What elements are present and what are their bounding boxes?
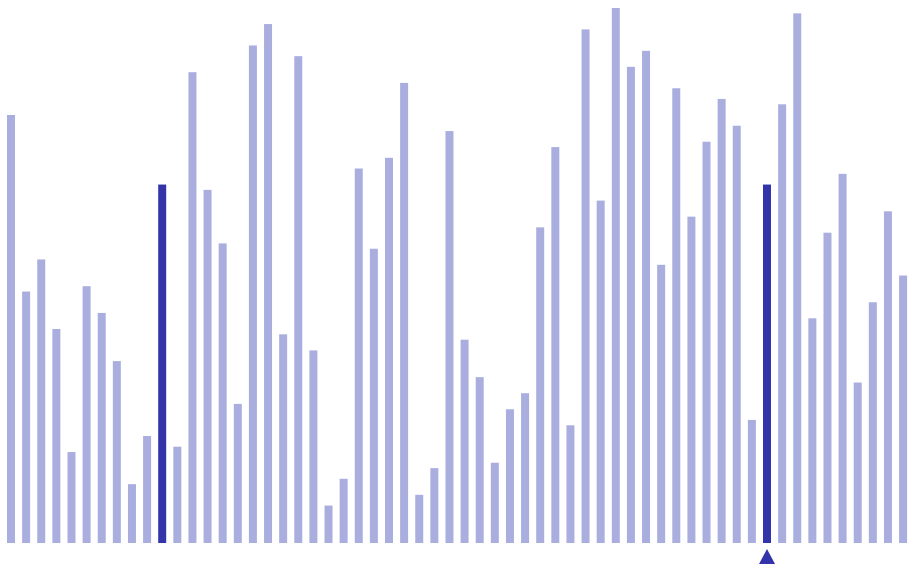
bar xyxy=(294,56,303,544)
bar xyxy=(521,393,530,543)
bar xyxy=(143,436,152,543)
bar xyxy=(218,243,227,543)
bar xyxy=(264,24,273,544)
bar xyxy=(657,264,666,543)
bar xyxy=(793,13,802,544)
bar xyxy=(127,484,136,543)
bar xyxy=(883,211,892,544)
bar xyxy=(475,377,484,543)
bar xyxy=(717,98,726,543)
bar xyxy=(37,259,46,543)
bar xyxy=(732,125,741,543)
bar xyxy=(339,478,348,543)
bar xyxy=(838,173,847,543)
bar xyxy=(52,329,61,543)
bar xyxy=(868,302,877,543)
bar xyxy=(687,216,696,543)
bar xyxy=(551,147,560,543)
bar xyxy=(173,446,182,543)
bar xyxy=(248,45,257,543)
bar xyxy=(808,318,817,543)
pointer-triangle-icon xyxy=(759,549,775,564)
bar xyxy=(97,312,106,543)
bar xyxy=(899,275,908,543)
bar xyxy=(369,248,378,543)
bar xyxy=(112,361,121,543)
bar xyxy=(354,168,363,543)
bar xyxy=(460,339,469,543)
bar xyxy=(566,425,575,543)
bar xyxy=(7,115,15,543)
highlighted-bar xyxy=(763,184,771,544)
bar xyxy=(233,403,242,543)
bar xyxy=(324,505,333,543)
marker-group xyxy=(759,549,775,564)
bar xyxy=(400,82,409,544)
bar xyxy=(203,189,212,543)
bar xyxy=(596,200,605,543)
bar xyxy=(778,104,787,544)
bar xyxy=(309,350,318,543)
bar xyxy=(853,382,862,543)
highlighted-bar xyxy=(158,184,167,544)
bar xyxy=(67,452,76,543)
bar xyxy=(490,462,499,543)
bar xyxy=(747,419,756,543)
bar xyxy=(445,131,454,544)
bars-group xyxy=(7,8,908,544)
bar xyxy=(22,291,31,543)
bar xyxy=(626,66,635,543)
bar xyxy=(82,286,91,543)
bar xyxy=(188,72,197,543)
bar xyxy=(279,334,288,543)
bar xyxy=(581,29,590,543)
bar xyxy=(536,227,545,543)
bar xyxy=(385,157,393,544)
bar xyxy=(672,88,681,543)
bar xyxy=(505,409,514,543)
bar xyxy=(611,8,620,543)
bar xyxy=(823,232,832,543)
bar xyxy=(415,494,424,543)
bar xyxy=(702,141,711,543)
bar xyxy=(642,50,651,544)
bar xyxy=(430,468,439,543)
